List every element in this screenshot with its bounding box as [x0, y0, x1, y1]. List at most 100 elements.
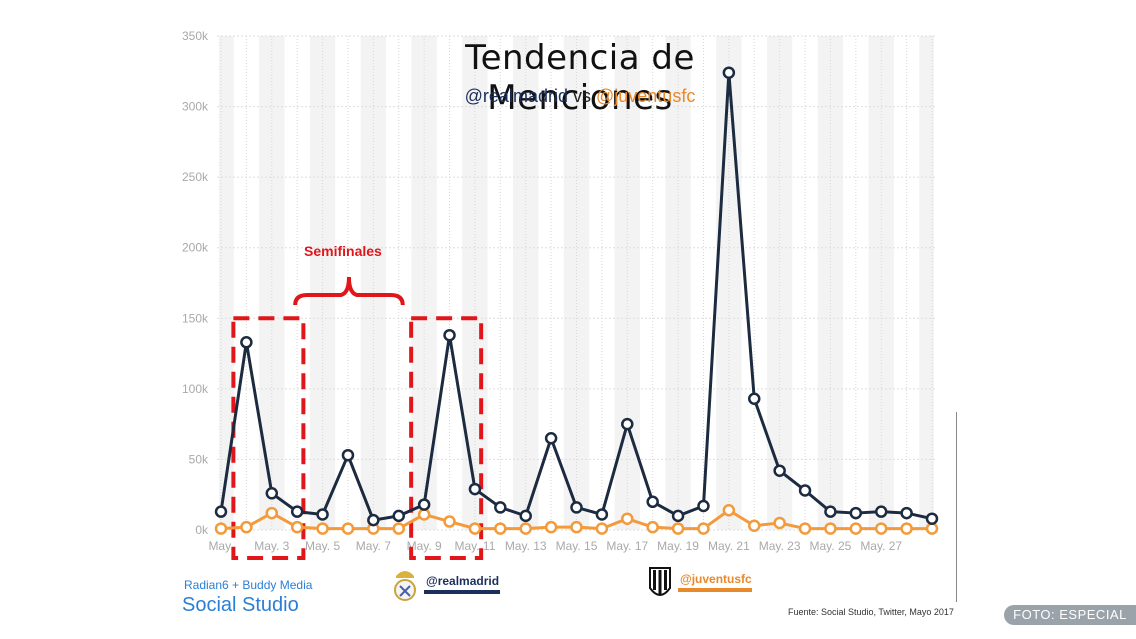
- legend-realmadrid-label: @realmadrid: [426, 574, 500, 588]
- data-point-realmadrid: [646, 495, 659, 509]
- x-tick-label: May. 11: [454, 539, 495, 553]
- x-tick-label: May. 25: [810, 539, 852, 553]
- data-point-realmadrid: [443, 328, 456, 342]
- data-point-juventusfc: [671, 522, 685, 535]
- subtitle-vs: vs: [572, 86, 591, 106]
- data-point-juventusfc: [494, 522, 507, 535]
- semifinales-annotation: Semifinales: [304, 243, 382, 259]
- data-point-realmadrid: [697, 499, 710, 513]
- subtitle-realmadrid: @realmadrid: [464, 86, 568, 106]
- juventus-crest-icon: [649, 567, 671, 596]
- data-point-realmadrid: [773, 464, 786, 477]
- data-point-realmadrid: [417, 498, 431, 511]
- x-tick-label: May. 9: [407, 539, 442, 553]
- data-point-juventusfc: [621, 512, 634, 525]
- data-point-juventusfc: [925, 522, 939, 535]
- x-tick-label: May. 27: [860, 539, 902, 553]
- x-tick-label: May. 17: [606, 539, 648, 553]
- data-point-realmadrid: [341, 448, 355, 462]
- data-point-realmadrid: [874, 505, 888, 518]
- data-point-realmadrid: [240, 336, 253, 349]
- y-tick-label: 250k: [182, 170, 209, 184]
- series-group: [214, 66, 939, 535]
- data-point-realmadrid: [468, 482, 482, 496]
- legend-juventus-label: @juventusfc: [680, 572, 752, 586]
- data-point-realmadrid: [900, 506, 913, 520]
- brand-tagline: Radian6 + Buddy Media: [184, 578, 313, 592]
- data-point-realmadrid: [265, 487, 279, 500]
- data-point-juventusfc: [874, 522, 888, 535]
- legend-realmadrid-swatch: [424, 590, 500, 594]
- data-point-juventusfc: [595, 522, 609, 535]
- data-point-juventusfc: [417, 508, 431, 521]
- data-point-realmadrid: [519, 509, 532, 523]
- x-tick-label: May.: [208, 539, 233, 553]
- data-point-juventusfc: [570, 520, 583, 534]
- x-tick-label: May. 15: [556, 539, 598, 553]
- data-point-realmadrid: [544, 432, 558, 445]
- y-tick-label: 150k: [182, 311, 209, 325]
- y-tick-label: 100k: [182, 382, 209, 396]
- legend-juventus-swatch: [678, 588, 752, 592]
- grid-band: [219, 36, 234, 530]
- x-tick-label: May. 5: [305, 539, 340, 553]
- x-tick-label: May. 23: [759, 539, 801, 553]
- semifinal-highlights: [231, 276, 484, 560]
- semifinal-brace: [293, 276, 405, 306]
- x-axis-ticks: May. May. 3 May. 5 May. 7 May. 9 May. 11 May. …: [208, 539, 902, 553]
- data-point-juventusfc: [392, 522, 405, 535]
- data-point-realmadrid: [214, 505, 228, 518]
- chart-subtitle: @realmadrid vs @juventusfc: [380, 86, 780, 107]
- data-point-realmadrid: [722, 66, 736, 79]
- data-point-realmadrid: [621, 417, 634, 431]
- x-tick-label: May. 13: [505, 539, 547, 553]
- x-tick-label: May. 19: [657, 539, 699, 553]
- divider-line: [956, 412, 957, 602]
- x-tick-label: May. 7: [356, 539, 391, 553]
- data-point-juventusfc: [240, 520, 253, 534]
- y-tick-label: 300k: [182, 100, 209, 114]
- data-point-realmadrid: [570, 501, 583, 514]
- data-point-juventusfc: [824, 522, 837, 535]
- data-point-juventusfc: [468, 522, 482, 535]
- data-point-juventusfc: [214, 522, 228, 535]
- highlight-box-first-leg: [231, 316, 306, 560]
- data-point-realmadrid: [671, 509, 685, 523]
- y-tick-label: 200k: [182, 241, 209, 255]
- realmadrid-crest-icon: [394, 571, 416, 601]
- data-point-realmadrid: [494, 501, 507, 514]
- data-point-realmadrid: [798, 484, 812, 497]
- data-point-juventusfc: [544, 520, 558, 534]
- data-point-juventusfc: [265, 506, 279, 520]
- data-point-juventusfc: [849, 522, 863, 535]
- photo-credit: FOTO: ESPECIAL: [1004, 605, 1136, 625]
- y-tick-label: 350k: [182, 29, 209, 43]
- subtitle-juventus: @juventusfc: [596, 86, 696, 106]
- x-tick-label: May. 21: [708, 539, 750, 553]
- source-note: Fuente: Social Studio, Twitter, Mayo 201…: [788, 607, 954, 617]
- data-point-juventusfc: [519, 522, 532, 535]
- y-axis-ticks: 0k 50k 100k 150k 200k 250k 300k 350k: [182, 29, 209, 537]
- data-point-realmadrid: [849, 506, 863, 520]
- data-point-juventusfc: [290, 520, 304, 534]
- data-point-juventusfc: [316, 522, 329, 535]
- data-point-juventusfc: [773, 516, 786, 530]
- data-point-juventusfc: [443, 515, 456, 528]
- data-point-juventusfc: [798, 522, 812, 535]
- grid-band: [919, 36, 934, 530]
- data-point-juventusfc: [646, 520, 659, 534]
- data-point-realmadrid: [392, 509, 405, 523]
- data-point-juventusfc: [748, 519, 761, 533]
- data-point-realmadrid: [595, 508, 609, 521]
- data-point-juventusfc: [697, 522, 710, 535]
- data-point-realmadrid: [290, 505, 304, 518]
- y-tick-label: 50k: [189, 452, 209, 466]
- brand-name: Social Studio: [182, 594, 299, 616]
- chart-title: Tendencia de Menciones: [465, 38, 695, 118]
- data-point-juventusfc: [722, 503, 736, 517]
- data-point-realmadrid: [748, 392, 761, 405]
- x-tick-label: May. 3: [254, 539, 289, 553]
- y-tick-label: 0k: [195, 523, 209, 537]
- data-point-juventusfc: [341, 522, 355, 535]
